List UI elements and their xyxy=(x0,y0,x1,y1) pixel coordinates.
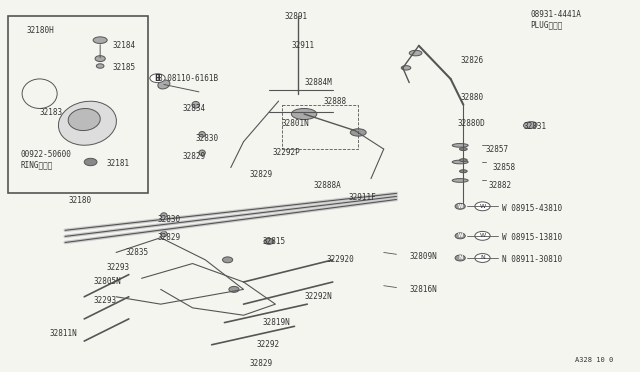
Text: 32888: 32888 xyxy=(323,97,346,106)
Text: 32880D: 32880D xyxy=(457,119,484,128)
Text: 32293: 32293 xyxy=(106,263,130,272)
Text: 32809N: 32809N xyxy=(409,251,437,261)
Circle shape xyxy=(475,231,490,240)
Text: 32183: 32183 xyxy=(40,108,63,117)
Circle shape xyxy=(455,255,465,261)
Ellipse shape xyxy=(460,148,467,151)
Text: 32816N: 32816N xyxy=(409,285,437,294)
Text: 00922-50600
RINGリング: 00922-50600 RINGリング xyxy=(20,150,72,170)
Text: 32911: 32911 xyxy=(291,41,314,50)
Text: 32819N: 32819N xyxy=(262,318,291,327)
Ellipse shape xyxy=(452,144,468,147)
Text: B: B xyxy=(155,74,161,83)
Circle shape xyxy=(223,257,233,263)
Text: 32180: 32180 xyxy=(68,196,92,205)
Ellipse shape xyxy=(460,170,467,173)
Text: 32830: 32830 xyxy=(196,134,219,142)
Ellipse shape xyxy=(192,102,200,108)
Ellipse shape xyxy=(199,150,205,155)
Circle shape xyxy=(475,254,490,262)
Text: 32805N: 32805N xyxy=(94,278,122,286)
Circle shape xyxy=(264,238,274,244)
Text: 32888A: 32888A xyxy=(314,182,341,190)
Text: 32815: 32815 xyxy=(262,237,286,246)
Text: W 08915-43810: W 08915-43810 xyxy=(502,203,562,213)
Text: 32882: 32882 xyxy=(489,182,512,190)
Text: N 08911-30810: N 08911-30810 xyxy=(502,255,562,264)
Text: 32831: 32831 xyxy=(524,122,547,131)
Text: W 08915-13810: W 08915-13810 xyxy=(502,233,562,242)
Text: W: W xyxy=(458,233,463,238)
Text: 32858: 32858 xyxy=(492,163,515,172)
Circle shape xyxy=(229,286,239,292)
Text: 32911F: 32911F xyxy=(349,193,376,202)
Text: 32811N: 32811N xyxy=(49,329,77,338)
Circle shape xyxy=(475,202,490,211)
Text: 32891: 32891 xyxy=(285,12,308,21)
Text: 32829: 32829 xyxy=(250,170,273,179)
Text: 32292: 32292 xyxy=(256,340,280,349)
Text: A328 10 0: A328 10 0 xyxy=(575,357,613,363)
Text: N: N xyxy=(480,256,485,260)
Text: 32829: 32829 xyxy=(157,233,180,242)
Text: 32835: 32835 xyxy=(125,248,148,257)
Text: 32184: 32184 xyxy=(113,41,136,50)
Text: N: N xyxy=(458,256,462,260)
Text: 32829: 32829 xyxy=(250,359,273,368)
Text: 32826: 32826 xyxy=(460,56,483,65)
Ellipse shape xyxy=(161,231,167,237)
Text: 32834: 32834 xyxy=(183,104,206,113)
Circle shape xyxy=(150,74,165,83)
Text: 32181: 32181 xyxy=(106,159,130,169)
Text: B 08110-6161B: B 08110-6161B xyxy=(157,74,218,83)
Ellipse shape xyxy=(452,160,468,164)
Text: 32829: 32829 xyxy=(183,152,206,161)
Ellipse shape xyxy=(401,65,411,70)
Circle shape xyxy=(455,203,465,209)
Ellipse shape xyxy=(452,179,468,182)
Ellipse shape xyxy=(350,129,366,136)
Ellipse shape xyxy=(460,159,467,161)
Ellipse shape xyxy=(68,109,100,131)
Circle shape xyxy=(455,233,465,239)
Text: 32801N: 32801N xyxy=(282,119,310,128)
Ellipse shape xyxy=(161,213,167,218)
Circle shape xyxy=(95,56,105,62)
Ellipse shape xyxy=(58,101,116,145)
Text: 32880: 32880 xyxy=(460,93,483,102)
Ellipse shape xyxy=(524,122,537,128)
Circle shape xyxy=(97,64,104,68)
Text: 32293: 32293 xyxy=(94,296,117,305)
Text: 32857: 32857 xyxy=(486,145,509,154)
Text: 32185: 32185 xyxy=(113,63,136,72)
Circle shape xyxy=(84,158,97,166)
Ellipse shape xyxy=(409,50,422,56)
Text: W: W xyxy=(458,204,463,209)
Ellipse shape xyxy=(158,80,170,89)
Text: 322920: 322920 xyxy=(326,255,354,264)
Text: 32180H: 32180H xyxy=(27,26,54,35)
Text: 08931-4441A
PLUGプラグ: 08931-4441A PLUGプラグ xyxy=(531,10,581,29)
Ellipse shape xyxy=(291,109,317,119)
Text: 32830: 32830 xyxy=(157,215,180,224)
Text: 32292N: 32292N xyxy=(304,292,332,301)
Text: 32884M: 32884M xyxy=(304,78,332,87)
Text: 32292P: 32292P xyxy=(272,148,300,157)
Text: W: W xyxy=(479,204,486,209)
Ellipse shape xyxy=(199,132,205,137)
Ellipse shape xyxy=(93,37,107,44)
Text: W: W xyxy=(479,233,486,238)
